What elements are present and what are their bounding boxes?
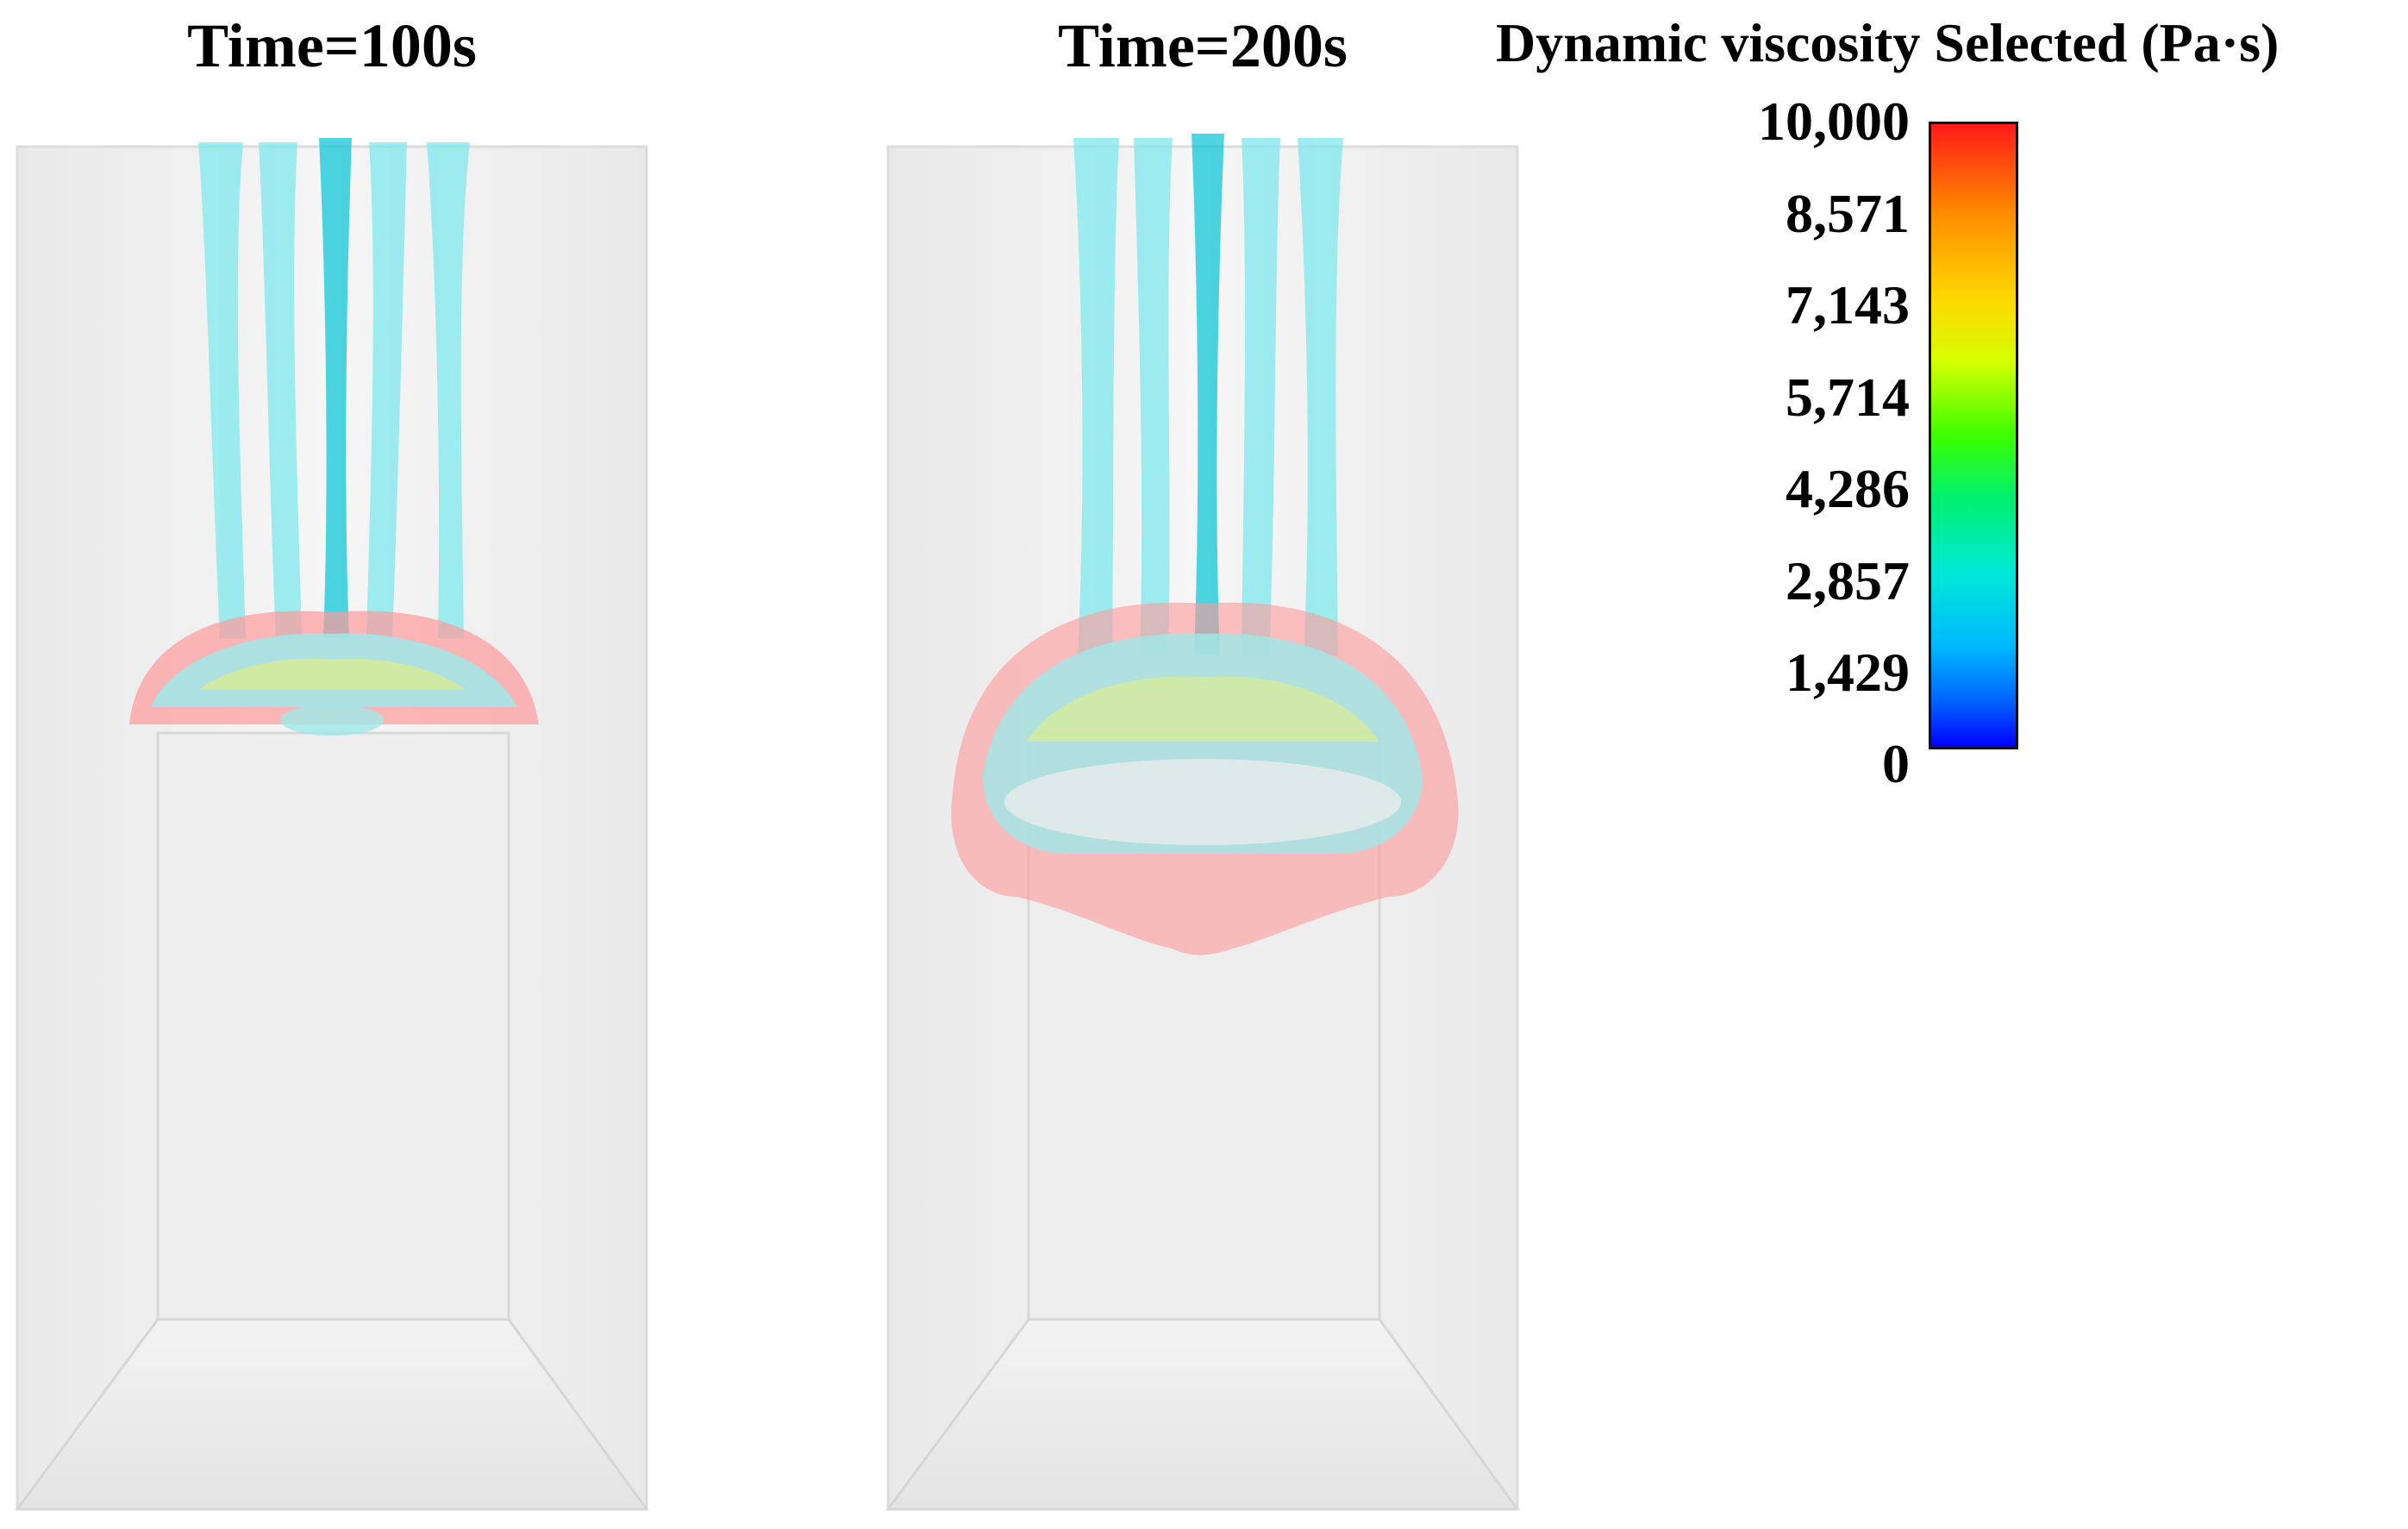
viscosity-jets	[1073, 134, 1343, 655]
colorbar-tick: 2,857	[1786, 550, 1910, 611]
colorbar-tick: 4,286	[1786, 458, 1910, 519]
panel-title-time-100s: Time=100s	[187, 11, 477, 80]
viscosity-front	[129, 611, 539, 736]
inner-cylinder	[156, 731, 510, 1321]
cone-base	[885, 1318, 1520, 1511]
colorbar-tick: 10,000	[1758, 91, 1910, 152]
simulation-panel-time-200s	[885, 134, 1520, 1511]
colorbar-tick: 8,571	[1786, 183, 1910, 244]
colorbar-tick: 0	[1882, 733, 1910, 794]
colorbar-tick: 7,143	[1786, 274, 1910, 335]
viscosity-jets	[198, 138, 470, 638]
colorbar-title: Dynamic viscosity Selected (Pa·s)	[1496, 12, 2280, 73]
cone-base	[15, 1318, 649, 1511]
viscosity-colorbar	[1929, 122, 2018, 749]
panel-title-time-200s: Time=200s	[1058, 11, 1348, 80]
colorbar-tick: 1,429	[1786, 642, 1910, 703]
simulation-panel-time-100s	[15, 138, 649, 1511]
colorbar-tick: 5,714	[1786, 367, 1910, 428]
viscosity-front	[951, 602, 1459, 956]
